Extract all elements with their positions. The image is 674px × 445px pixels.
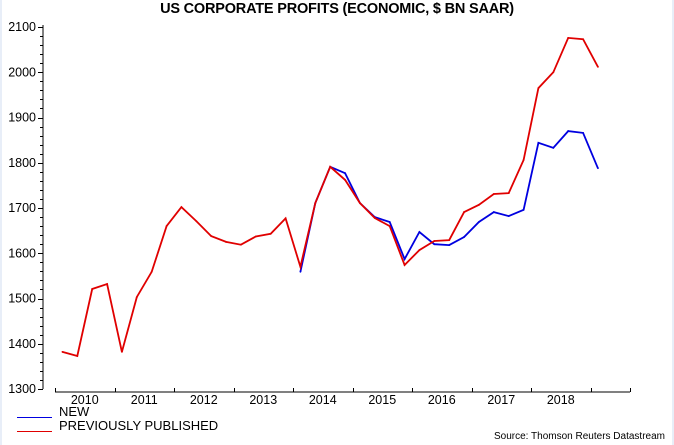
- data-point-previously-published: [314, 202, 317, 204]
- x-tick-label: 2011: [131, 393, 158, 407]
- chart-title: US CORPORATE PROFITS (ECONOMIC, $ BN SAA…: [160, 1, 514, 17]
- data-point-previously-published: [269, 232, 272, 235]
- data-point-previously-published: [492, 193, 495, 195]
- data-point-new: [344, 172, 346, 175]
- y-axis: 1300 1400 1500 1600 1700 1800 1900 2000 2100: [8, 20, 44, 396]
- left-border: [0, 0, 2, 445]
- data-point-previously-published: [522, 159, 525, 161]
- data-point-previously-published: [418, 249, 421, 251]
- legend-swatch-previously-published: [17, 431, 52, 432]
- y-tick-label: 1300: [8, 382, 36, 396]
- data-point-new: [388, 221, 391, 223]
- legend-label-previously-published: PREVIOUSLY PUBLISHED: [59, 418, 219, 433]
- data-point-previously-published: [225, 241, 227, 243]
- data-point-previously-published: [403, 264, 406, 266]
- series-line-new: [299, 130, 599, 272]
- series-line-previously-published: [62, 36, 599, 358]
- y-tick-label: 1400: [8, 337, 36, 351]
- data-point-previously-published: [433, 240, 436, 242]
- data-point-new: [418, 231, 421, 233]
- data-point-previously-published: [537, 87, 540, 89]
- data-point-previously-published: [478, 203, 480, 206]
- x-tick-label: 2018: [547, 393, 575, 407]
- data-point-previously-published: [254, 235, 257, 238]
- data-point-new: [597, 167, 599, 170]
- x-tick-label: 2013: [249, 393, 277, 407]
- data-point-new: [463, 236, 465, 238]
- data-point-previously-published: [165, 225, 168, 228]
- data-point-previously-published: [597, 65, 599, 68]
- y-tick-label: 1700: [8, 201, 36, 215]
- y-tick-label: 1600: [8, 246, 36, 260]
- data-point-previously-published: [135, 296, 138, 299]
- data-point-previously-published: [121, 350, 123, 353]
- data-point-previously-published: [463, 211, 465, 213]
- data-point-new: [552, 146, 555, 149]
- data-point-new: [582, 131, 584, 134]
- data-point-previously-published: [582, 38, 584, 41]
- data-point-previously-published: [552, 71, 555, 74]
- data-point-previously-published: [507, 192, 510, 194]
- right-border: [672, 0, 674, 445]
- data-point-previously-published: [448, 239, 451, 242]
- legend-swatch-new: [17, 417, 52, 418]
- data-point-previously-published: [210, 235, 213, 237]
- data-point-new: [522, 208, 525, 211]
- data-point-previously-published: [373, 217, 376, 219]
- legend: NEW PREVIOUSLY PUBLISHED: [17, 405, 218, 433]
- legend-item-previously-published: PREVIOUSLY PUBLISHED: [17, 419, 218, 433]
- data-point-previously-published: [106, 283, 108, 285]
- data-point-previously-published: [359, 202, 361, 204]
- x-tick-label: 2015: [368, 393, 396, 407]
- source-note: Source: Thomson Reuters Datastream: [493, 431, 665, 442]
- x-tick-label: 2014: [309, 393, 337, 407]
- data-point-previously-published: [91, 288, 94, 290]
- data-point-previously-published: [329, 165, 332, 168]
- x-tick-label: 2016: [428, 393, 456, 407]
- series-lines: [61, 36, 599, 358]
- legend-label-new: NEW: [59, 404, 90, 419]
- y-tick-label: 2000: [8, 65, 36, 79]
- data-point-previously-published: [180, 206, 183, 208]
- data-point-previously-published: [150, 270, 153, 273]
- data-point-previously-published: [299, 265, 302, 268]
- x-tick-label: 2017: [487, 393, 515, 407]
- y-tick-label: 1500: [8, 292, 36, 306]
- data-point-new: [448, 244, 451, 247]
- data-point-previously-published: [344, 179, 346, 181]
- y-tick-label: 1900: [8, 111, 36, 125]
- y-tick-label: 2100: [8, 20, 36, 34]
- data-point-new: [299, 270, 302, 273]
- data-point-new: [537, 141, 540, 144]
- data-point-new: [567, 130, 570, 132]
- legend-item-new: NEW: [17, 405, 218, 419]
- data-point-previously-published: [284, 217, 287, 220]
- x-tick-label: 2010: [71, 393, 99, 407]
- x-tick-label: 2012: [190, 393, 218, 407]
- data-point-previously-published: [388, 225, 391, 228]
- data-point-previously-published: [240, 243, 242, 246]
- data-point-new: [492, 211, 495, 213]
- data-point-new: [433, 243, 436, 246]
- data-point-new: [478, 221, 480, 223]
- data-point-previously-published: [567, 36, 570, 39]
- x-axis: 2010 2011 2012 2013 2014 2015 2016 2017 2018: [55, 388, 631, 407]
- data-point-previously-published: [61, 350, 64, 353]
- data-point-previously-published: [195, 220, 198, 223]
- y-tick-label: 1800: [8, 156, 36, 170]
- data-point-previously-published: [76, 355, 79, 357]
- data-point-new: [507, 215, 510, 218]
- data-point-new: [403, 258, 406, 261]
